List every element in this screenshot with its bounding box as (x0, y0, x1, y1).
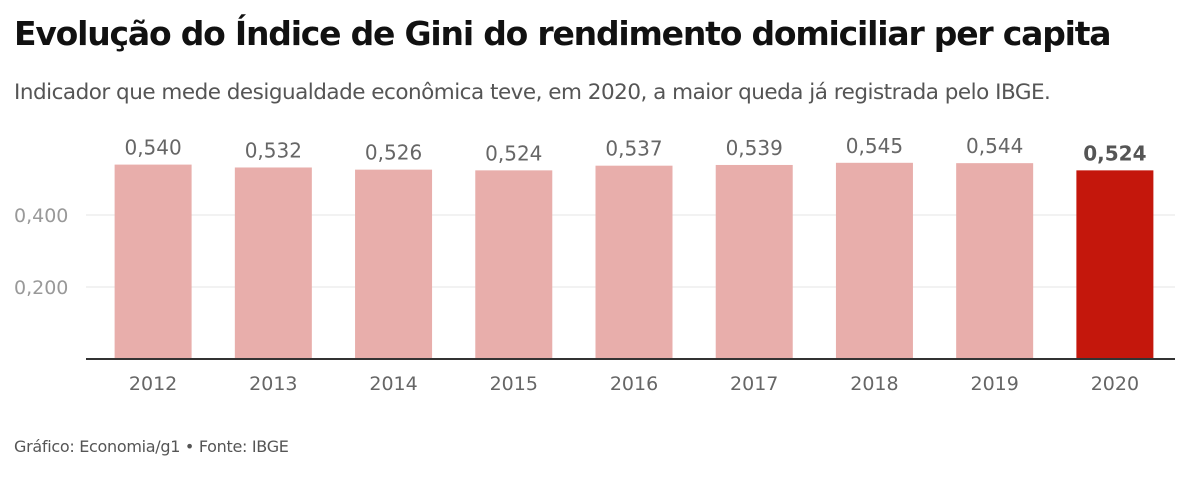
y-tick-label: 0,200 (14, 277, 68, 299)
x-tick-label: 2017 (730, 373, 778, 395)
bar (715, 164, 793, 359)
bar (1076, 170, 1154, 359)
data-label: 0,524 (1083, 141, 1146, 165)
chart-subtitle: Indicador que mede desigualdade econômic… (14, 80, 1051, 105)
bar (355, 169, 433, 359)
bar (234, 167, 312, 359)
bar (595, 165, 673, 359)
data-label: 0,539 (726, 136, 783, 160)
x-tick-label: 2018 (850, 373, 898, 395)
chart-title: Evolução do Índice de Gini do rendimento… (14, 14, 1112, 53)
x-tick-label: 2013 (249, 373, 297, 395)
bar (835, 162, 913, 359)
x-tick-label: 2014 (369, 373, 417, 395)
x-tick-label: 2020 (1091, 373, 1139, 395)
data-label: 0,545 (846, 134, 903, 158)
bar (114, 164, 192, 359)
x-tick-label: 2012 (129, 373, 177, 395)
bar (956, 163, 1034, 359)
x-tick-label: 2019 (970, 373, 1018, 395)
source-note: Gráfico: Economia/g1 • Fonte: IBGE (14, 437, 289, 456)
data-label: 0,540 (124, 136, 181, 160)
data-label: 0,526 (365, 141, 422, 165)
bar (475, 170, 553, 359)
data-label: 0,537 (605, 137, 662, 161)
data-label: 0,544 (966, 134, 1023, 158)
x-tick-label: 2015 (490, 373, 538, 395)
data-label: 0,532 (245, 138, 302, 162)
data-label: 0,524 (485, 141, 542, 165)
x-tick-label: 2016 (610, 373, 658, 395)
y-tick-label: 0,400 (14, 205, 68, 227)
